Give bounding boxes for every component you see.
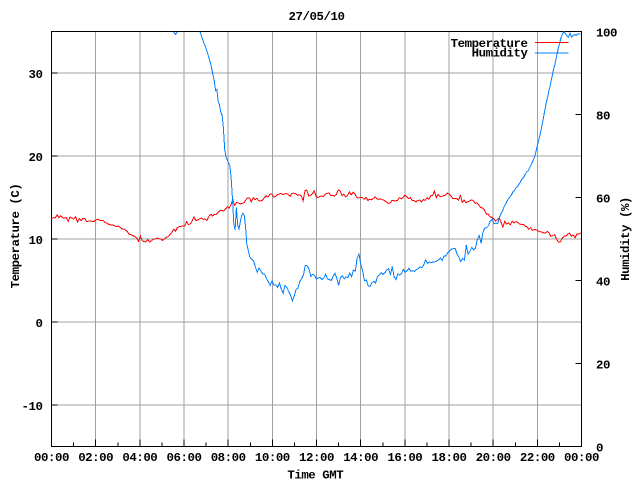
svg-text:16:00: 16:00 xyxy=(387,451,422,465)
svg-text:40: 40 xyxy=(596,276,610,290)
svg-text:Time GMT: Time GMT xyxy=(287,469,344,480)
svg-text:-10: -10 xyxy=(22,400,43,414)
svg-text:30: 30 xyxy=(29,68,43,82)
svg-text:18:00: 18:00 xyxy=(432,451,467,465)
svg-text:00:00: 00:00 xyxy=(564,451,599,465)
svg-text:10:00: 10:00 xyxy=(255,451,290,465)
svg-text:27/05/10: 27/05/10 xyxy=(289,10,345,24)
svg-text:20:00: 20:00 xyxy=(476,451,511,465)
svg-text:80: 80 xyxy=(596,110,610,124)
svg-text:Humidity (%): Humidity (%) xyxy=(619,197,633,281)
svg-text:04:00: 04:00 xyxy=(122,451,157,465)
svg-text:Temperature: Temperature xyxy=(451,37,528,51)
svg-text:100: 100 xyxy=(596,27,617,41)
svg-text:02:00: 02:00 xyxy=(78,451,113,465)
svg-text:08:00: 08:00 xyxy=(211,451,246,465)
svg-text:06:00: 06:00 xyxy=(167,451,202,465)
svg-text:22:00: 22:00 xyxy=(520,451,555,465)
svg-text:60: 60 xyxy=(596,193,610,207)
svg-text:14:00: 14:00 xyxy=(343,451,378,465)
svg-text:20: 20 xyxy=(29,151,43,165)
svg-text:Temperature (C): Temperature (C) xyxy=(9,184,23,289)
svg-text:20: 20 xyxy=(596,359,610,373)
svg-text:10: 10 xyxy=(29,234,43,248)
svg-text:0: 0 xyxy=(36,317,43,331)
svg-text:00:00: 00:00 xyxy=(34,451,69,465)
svg-text:Humidity: Humidity xyxy=(472,46,529,60)
svg-text:0: 0 xyxy=(596,442,603,456)
svg-text:12:00: 12:00 xyxy=(299,451,334,465)
